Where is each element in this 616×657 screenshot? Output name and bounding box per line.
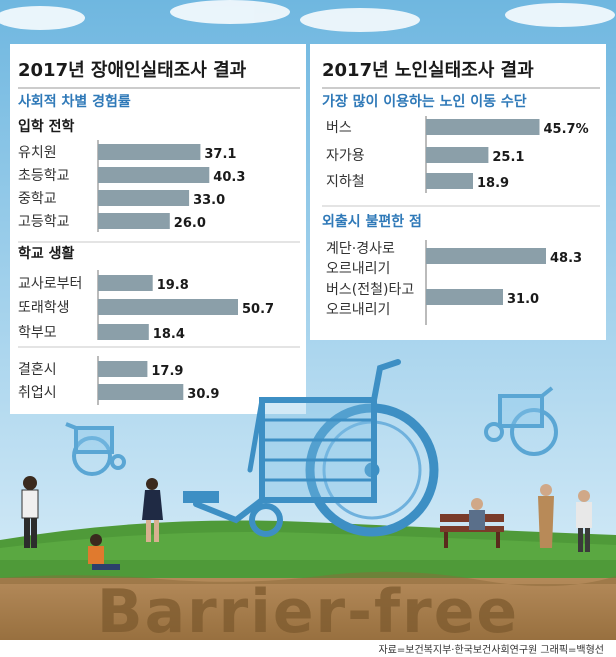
bar-label: 교사로부터 <box>18 276 82 292</box>
person-sitting <box>88 534 120 570</box>
bar <box>98 361 148 377</box>
bar-value: 17.9 <box>151 364 183 379</box>
left-title: 2017년 장애인실태조사 결과 <box>18 60 247 81</box>
bar-value: 18.9 <box>477 176 509 191</box>
bar-value: 50.7 <box>242 302 274 317</box>
bench-with-elders <box>440 498 504 548</box>
bar-value: 33.0 <box>193 193 225 208</box>
bar-label: 취업시 <box>18 385 57 401</box>
person-standing-left <box>21 476 39 548</box>
bar-value: 19.8 <box>157 278 189 293</box>
left-bars: 유치원 37.1 초등학교 40.3 중학교 33.0 고등학교 26.0 교사로부터 19.8 또… <box>18 144 274 402</box>
bar-label: 자가용 <box>326 148 365 164</box>
credits-bg <box>0 640 616 657</box>
bar-label: 또래학생 <box>18 300 70 316</box>
bar <box>426 248 546 264</box>
group-heading-school-life: 학교 생활 <box>18 245 75 262</box>
group-heading-admission: 입학 전학 <box>18 118 75 135</box>
bar-value: 25.1 <box>492 150 524 165</box>
bar-label: 고등학교 <box>18 214 70 230</box>
soil <box>0 578 616 640</box>
bar <box>426 119 540 135</box>
bar-label: 계단·경사로 <box>326 241 395 257</box>
bar <box>426 147 489 163</box>
right-subtitle-1: 가장 많이 이용하는 노인 이동 수단 <box>322 93 527 110</box>
clouds <box>0 0 615 32</box>
elders-standing <box>538 484 592 552</box>
wheelchair-small-right-icon <box>484 386 558 456</box>
bar <box>426 173 473 189</box>
bar-value: 37.1 <box>204 147 236 162</box>
wheelchair-small-left-icon <box>65 422 126 476</box>
bar <box>98 213 170 229</box>
bar <box>426 289 503 305</box>
bar-value: 45.7% <box>544 122 589 137</box>
bar-label: 지하철 <box>326 174 365 190</box>
bar-label: 오르내리기 <box>326 261 390 277</box>
bar-value: 26.0 <box>174 216 206 231</box>
person-walking <box>142 478 163 542</box>
left-subtitle: 사회적 차별 경험률 <box>18 93 131 110</box>
bar-label: 결혼시 <box>18 362 57 378</box>
bar <box>98 384 184 400</box>
bar-label: 유치원 <box>18 145 57 161</box>
bar-value: 30.9 <box>187 387 219 402</box>
bar-label: 버스 <box>326 120 352 136</box>
wheelchair-large-icon <box>183 359 439 537</box>
soil-edge <box>0 571 616 587</box>
bar <box>98 167 210 183</box>
barrier-free-banner: Barrier-free <box>97 577 519 647</box>
bar-label: 학부모 <box>18 325 57 341</box>
bar-value: 31.0 <box>507 292 539 307</box>
right-title: 2017년 노인실태조사 결과 <box>322 60 534 81</box>
bar-label: 버스(전철)타고 <box>326 282 414 298</box>
bar-label: 초등학교 <box>18 168 70 184</box>
bar-value: 18.4 <box>153 327 185 342</box>
bar-label: 중학교 <box>18 191 57 207</box>
credits: 자료=보건복지부·한국보건사회연구원 그래픽=백형선 <box>378 644 604 656</box>
bar-value: 48.3 <box>550 251 582 266</box>
bar <box>98 324 149 340</box>
bar-value: 40.3 <box>213 170 245 185</box>
bar <box>98 275 153 291</box>
bar <box>98 299 238 315</box>
bar-label: 오르내리기 <box>326 302 390 318</box>
bar <box>98 190 190 206</box>
right-subtitle-2: 외출시 불편한 점 <box>322 213 422 230</box>
bar <box>98 144 201 160</box>
